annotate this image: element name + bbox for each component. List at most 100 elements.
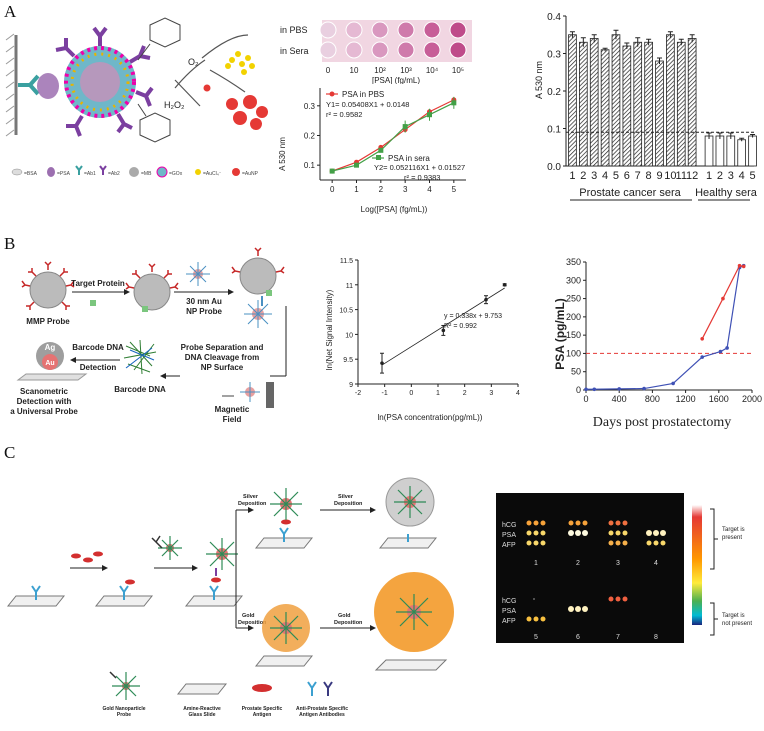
x-tick-label: 4: [739, 170, 745, 182]
scanometric-label-3: a Universal Probe: [10, 407, 78, 416]
aucl4-icon: [225, 51, 255, 75]
row-label-afp: AFP: [502, 618, 516, 625]
array-spot: [575, 606, 581, 612]
array-number: 5: [534, 634, 538, 641]
magnetic-label-2: Field: [223, 415, 242, 424]
array-spot: [646, 530, 652, 536]
well-tick: 10³: [400, 66, 412, 75]
array-spot: [540, 540, 546, 546]
mmp-probe-label: MMP Probe: [26, 317, 70, 326]
well: [423, 41, 441, 59]
psa-icon: [37, 73, 59, 99]
group-label-cancer: Prostate cancer sera: [579, 187, 681, 199]
wells-row-pbs: in PBS: [280, 25, 308, 35]
data-point: [380, 361, 384, 365]
legend-gold-np-1: Gold Nanoparticle: [102, 706, 145, 712]
barcode-detection-label-1: Barcode DNA: [72, 343, 124, 352]
array-spot: [575, 530, 581, 536]
array-spot: [533, 530, 539, 536]
x-tick-label: 800: [645, 394, 660, 404]
array-spot: [653, 530, 659, 536]
x-tick-label: 400: [612, 394, 627, 404]
legend-slide-2: Glass Slide: [189, 712, 216, 718]
wells-xlabel: [PSA] (fg/mL): [372, 76, 420, 84]
well-tick: 0: [326, 66, 331, 75]
h2o2-label: H₂O₂: [164, 100, 185, 110]
silver-deposition-label-2: Deposition: [238, 501, 267, 507]
panelC-array: hCG PSA AFP hCG PSA AFP 1 2 3 4 5 6 7 8 …: [496, 493, 752, 643]
panel-label-a: A: [4, 2, 17, 21]
well-tick: 10: [350, 66, 359, 75]
x-tick-label: 1: [354, 185, 359, 194]
array-spot: [653, 540, 659, 546]
array-spot: [622, 520, 628, 526]
array-number: 7: [616, 634, 620, 641]
x-tick-label: -2: [355, 390, 361, 397]
silver-deposition-label-1: Silver: [243, 494, 259, 500]
y-tick-label: 0.1: [547, 125, 561, 136]
array-spot: [608, 520, 614, 526]
well: [397, 41, 415, 59]
panelC-legend: [109, 671, 333, 700]
well-plate: in PBS in Sera 0 10 10² 10³ 10⁴ 10⁵ [PSA…: [280, 20, 472, 84]
bar: [726, 135, 736, 167]
aunp-icon: [226, 95, 268, 130]
y-tick-label: 0.3: [547, 50, 561, 61]
gold-deposition-label-1: Gold: [242, 613, 255, 619]
array-spot: [615, 540, 621, 546]
magnetic-label-1: Magnetic: [215, 405, 250, 414]
y-tick-label: 10: [345, 332, 353, 339]
x-tick-label: 0: [583, 394, 588, 404]
x-tick-label: 7: [635, 170, 641, 182]
array-number: 8: [654, 634, 658, 641]
legend-psa-1: Prostate Specific: [242, 706, 283, 712]
data-point: [725, 346, 729, 350]
au-np-probe-label-2: NP Probe: [186, 307, 222, 316]
bar: [611, 34, 621, 167]
array-spot: [608, 596, 614, 602]
well: [449, 41, 467, 59]
x-tick-label: 4: [516, 390, 520, 397]
data-point: [721, 296, 725, 301]
ag-label: Ag: [45, 343, 56, 352]
array-spot: [615, 520, 621, 526]
fit-equation: y = 0.338x + 9.753: [444, 313, 502, 320]
x-tick-label: 4: [427, 185, 432, 194]
y-tick-label: 0: [576, 385, 581, 395]
x-tick-label: 2: [463, 390, 467, 397]
well: [319, 41, 337, 59]
legend-ab-1: Anti-Prostate Specific: [296, 706, 348, 712]
array-spot: [608, 530, 614, 536]
bar: [644, 41, 653, 167]
array-number: 2: [576, 560, 580, 567]
well: [371, 21, 389, 39]
array-spot: [582, 530, 588, 536]
y-tick-label: 100: [566, 348, 581, 358]
chart-ylabel: PSA (pg/mL): [553, 298, 567, 370]
x-tick-label: 8: [646, 170, 652, 182]
panelB-ln-chart: ln(Net Signal Intensity) 99.51010.51111.…: [325, 258, 520, 422]
y-tick-label: 0.2: [547, 87, 561, 98]
ab2-icon: [55, 26, 154, 137]
group-label-healthy: Healthy sera: [695, 187, 758, 199]
y-tick-label: 350: [566, 257, 581, 267]
y-tick-label: 9: [349, 382, 353, 389]
y-tick-label: 0.0: [547, 162, 561, 173]
bar: [622, 45, 632, 167]
panel-label-b: B: [4, 234, 16, 253]
well: [397, 21, 415, 39]
x-tick-label: 3: [728, 170, 734, 182]
chart-ylabel: A 530 nm: [534, 61, 544, 99]
array-spot: [533, 540, 539, 546]
array-number: 4: [654, 560, 658, 567]
gold-deposition-label-2: Deposition: [238, 620, 267, 626]
array-spot: [622, 596, 628, 602]
array-number: 1: [534, 560, 538, 567]
y-tick-label: 250: [566, 294, 581, 304]
well: [319, 21, 337, 39]
array-spot: [533, 616, 539, 622]
wells-row-sera: in Sera: [280, 46, 309, 56]
silver-deposition2-label-2: Deposition: [334, 501, 363, 507]
array-spot: [526, 530, 532, 536]
series-line: [332, 102, 455, 172]
